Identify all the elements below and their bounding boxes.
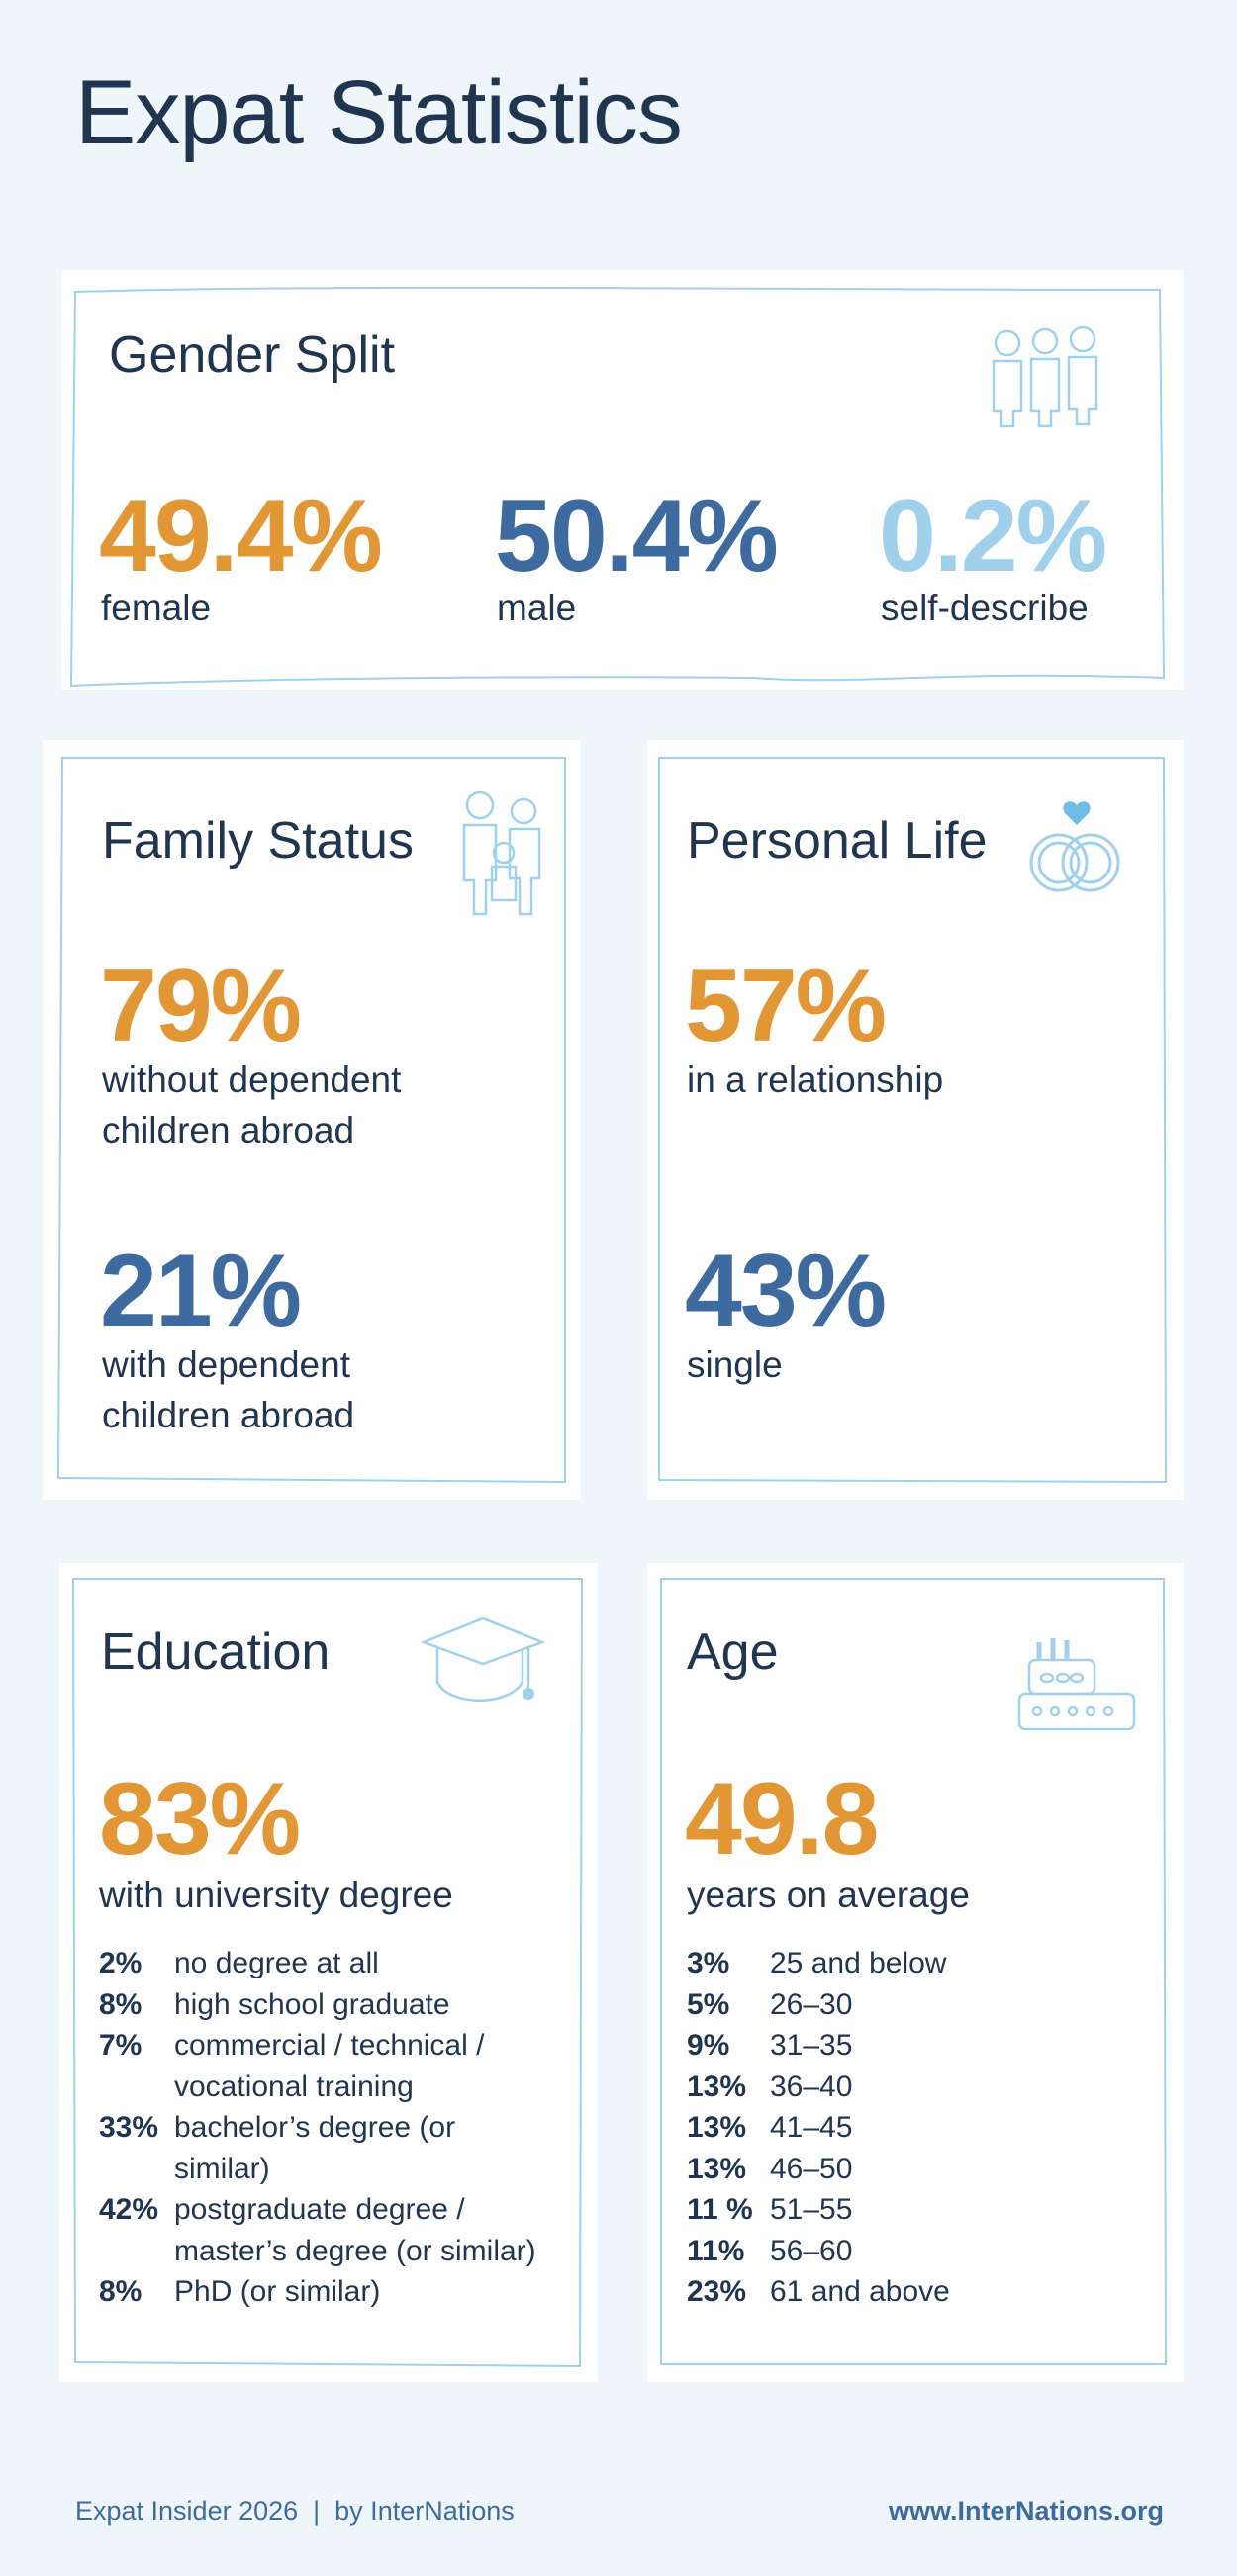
list-item: 9% 31–35 [687,2025,1142,2067]
single-value: 43% [685,1234,887,1348]
age-percent: 5% [687,1987,730,2021]
education-level: no degree at all [174,1943,379,1984]
education-percent: 7% [99,2029,143,2062]
female-value: 49.4% [99,479,383,594]
list-item: 8% high school graduate [99,1984,594,2026]
with-children-label-line2: children abroad [102,1395,355,1435]
age-percent: 13% [687,2111,747,2144]
age-range: 56–60 [770,2234,853,2267]
list-item: 5% 26–30 [687,1984,1142,2026]
university-value: 83% [99,1762,301,1877]
education-title: Education [101,1623,331,1681]
education-level: PhD (or similar) [174,2271,380,2313]
education-level-line: bachelor’s degree (or [174,2111,456,2144]
age-percent: 13% [687,2152,747,2185]
male-value: 50.4% [495,479,779,594]
age-percent: 11% [687,2234,745,2267]
list-item: 11 % 51–55 [687,2189,1142,2231]
education-level-line: PhD (or similar) [174,2275,381,2308]
education-level-line: vocational training [174,2070,414,2103]
age-percent: 13% [687,2070,747,2103]
family-status-card: Family Status 79% without dependent chil… [43,740,581,1500]
education-level: bachelor’s degree (or similar) [174,2107,455,2189]
with-children-value: 21% [100,1234,302,1348]
gender-split-title: Gender Split [109,326,396,384]
education-level: commercial / technical / vocational train… [174,2025,484,2107]
graduation-cap-icon [420,1616,546,1702]
education-level-line: no degree at all [174,1947,379,1979]
age-percent: 9% [687,2029,730,2062]
age-percent: 23% [687,2275,747,2308]
age-percent: 3% [687,1947,730,1979]
list-item: 3% 25 and below [687,1943,1142,1984]
people-icon [992,325,1098,428]
education-level-line: similar) [174,2152,270,2185]
footer-source: Expat Insider 2026 | by InterNations [75,2496,515,2526]
age-range: 31–35 [770,2029,853,2062]
relationship-value: 57% [685,949,887,1063]
family-icon [462,790,541,916]
age-card: Age 49.8 years on average 3% 25 and below… [647,1563,1184,2382]
average-age-value: 49.8 [685,1762,879,1877]
list-item: 8% PhD (or similar) [99,2271,594,2313]
single-label: single [687,1344,783,1385]
age-breakdown-list: 3% 25 and below 5% 26–30 9% 31–35 13% 36–40 13% 4… [687,1943,1142,2313]
self-describe-value: 0.2% [879,479,1107,594]
without-children-label-line1: without dependent [102,1059,402,1100]
age-title: Age [687,1623,779,1681]
university-label: with university degree [99,1875,453,1915]
age-range: 26–30 [770,1987,853,2021]
with-children-label-line1: with dependent [102,1344,350,1385]
education-percent: 33% [99,2111,159,2144]
age-range: 61 and above [770,2275,950,2308]
birthday-cake-icon [1017,1638,1136,1731]
personal-life-title: Personal Life [687,812,988,870]
education-level: postgraduate degree / master’s degree (or… [174,2189,536,2271]
age-range: 51–55 [770,2193,853,2226]
age-range: 41–45 [770,2111,853,2144]
age-range: 46–50 [770,2152,853,2185]
list-item: 33% bachelor’s degree (or similar) [99,2107,594,2189]
average-age-label: years on average [687,1875,970,1915]
family-status-title: Family Status [102,812,414,870]
footer-website-link[interactable]: www.InterNations.org [888,2496,1164,2526]
list-item: 2% no degree at all [99,1943,594,1984]
education-level: high school graduate [174,1984,450,2026]
age-range: 36–40 [770,2070,853,2103]
education-level-line: postgraduate degree / [174,2193,465,2226]
male-label: male [497,588,577,628]
list-item: 13% 41–45 [687,2107,1142,2149]
education-level-line: high school graduate [174,1987,450,2021]
education-percent: 8% [99,1987,143,2021]
age-percent: 11 % [687,2193,753,2226]
education-percent: 8% [99,2275,143,2308]
personal-life-card: Personal Life 57% in a relationship 43% … [647,740,1184,1500]
female-label: female [101,588,212,628]
education-breakdown-list: 2% no degree at all 8% high school graduate… [99,1943,594,2313]
education-card: Education 83% with university degree 2% n… [59,1563,598,2382]
list-item: 23% 61 and above [687,2271,1142,2313]
rings-heart-icon [1029,801,1120,892]
education-percent: 42% [99,2193,159,2226]
education-level-line: commercial / technical / [174,2029,485,2062]
without-children-value: 79% [100,949,302,1063]
relationship-label: in a relationship [687,1059,944,1100]
without-children-label-line2: children abroad [102,1110,355,1150]
list-item: 13% 36–40 [687,2067,1142,2108]
list-item: 11% 56–60 [687,2231,1142,2272]
self-describe-label: self-describe [881,588,1089,628]
age-range: 25 and below [770,1947,947,1979]
education-level-line: master’s degree (or similar) [174,2234,536,2267]
page-title: Expat Statistics [75,62,683,163]
gender-split-card: Gender Split 49.4% female 50.4% male 0.2… [61,270,1184,690]
list-item: 7% commercial / technical / vocational tra… [99,2025,594,2107]
list-item: 42% postgraduate degree / master’s degree … [99,2189,594,2271]
education-percent: 2% [99,1947,143,1979]
list-item: 13% 46–50 [687,2149,1142,2190]
